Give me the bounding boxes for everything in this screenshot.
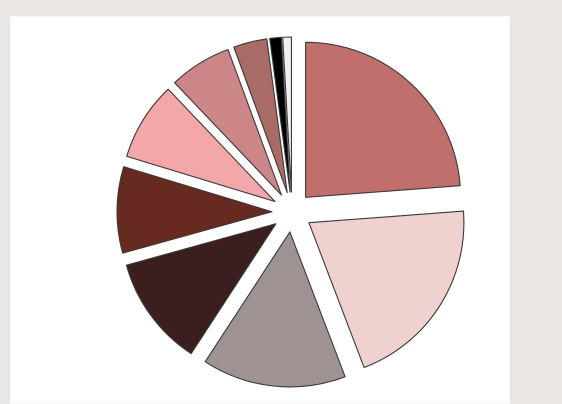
- pie-slices: [116, 36, 465, 388]
- pie-slice-10: [282, 36, 292, 193]
- pie-slice-9: [269, 36, 291, 193]
- pie-slice-5: [116, 166, 273, 254]
- pie-slice-3: [204, 231, 346, 388]
- pie-slice-2: [308, 210, 465, 369]
- pie-slice-8: [233, 38, 288, 194]
- pie-slice-1: [305, 41, 461, 198]
- pie-slice-4: [125, 223, 277, 355]
- pie-chart: [116, 36, 465, 388]
- pie-slice-6: [126, 88, 276, 203]
- chart-panel: [10, 16, 510, 404]
- pie-slice-7: [174, 48, 282, 196]
